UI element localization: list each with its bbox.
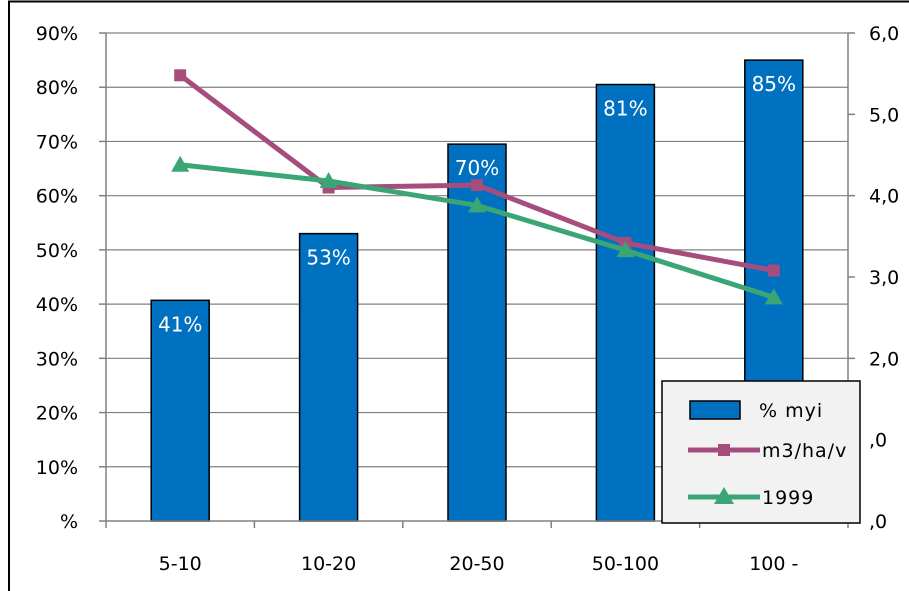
series-point-1999 (468, 196, 486, 213)
series-point-1999 (616, 241, 635, 258)
left-tick-label: 80% (36, 77, 78, 99)
series-point-m3/ha/v (174, 69, 187, 82)
bar-50-100 (595, 83, 656, 522)
legend[interactable]: % myi m3/ha/v 1999 (661, 380, 861, 524)
legend-label: % myi (759, 400, 823, 422)
legend-label: m3/ha/v (762, 440, 847, 462)
x-tick-label: 20-50 (449, 553, 504, 575)
legend-label: 1999 (762, 487, 814, 509)
bar-data-label: 81% (603, 97, 647, 121)
series-point-1999 (764, 288, 783, 305)
right-tick-label: 5,0 (869, 104, 899, 126)
axes: % 10% 20% 30% 40% 50% 60% 70% 80% 90% ,0 ,0 2,0 3,0 4,… (36, 23, 899, 575)
legend-marker (714, 487, 734, 504)
right-tick-label: 6,0 (869, 23, 899, 45)
right-tick-label: 4,0 (869, 186, 899, 208)
bar-data-label: 70% (455, 156, 499, 180)
right-tick-label: 2,0 (869, 348, 899, 370)
right-tick-label: 3,0 (869, 267, 899, 289)
bar-data-label: 53% (306, 246, 350, 270)
left-tick-label: 40% (36, 294, 78, 316)
bar-data-label: 41% (158, 312, 202, 336)
right-tick-label: ,0 (869, 511, 887, 533)
bar-data-label: 85% (752, 72, 796, 96)
left-tick-label: 20% (36, 403, 78, 425)
left-tick-label: 50% (36, 240, 78, 262)
legend-swatch-bars (689, 400, 741, 420)
x-tick-label: 5-10 (159, 553, 202, 575)
bar-5-10 (150, 299, 210, 522)
series-point-m3/ha/v (767, 264, 780, 277)
lines (171, 69, 783, 305)
x-tick-label: 10-20 (301, 553, 356, 575)
x-tick-label: 50-100 (592, 553, 659, 575)
left-tick-label: 90% (36, 23, 78, 45)
legend-marker (718, 444, 730, 456)
series-point-1999 (171, 155, 190, 172)
left-tick-label: 60% (36, 186, 78, 208)
left-tick-label: 30% (36, 348, 78, 370)
series-point-1999 (319, 172, 338, 189)
right-tick-label: ,0 (869, 430, 887, 452)
x-tick-label: 100 - (749, 553, 798, 575)
left-tick-label: 10% (36, 457, 78, 479)
bar-10-20 (298, 232, 359, 522)
series-point-m3/ha/v (471, 179, 483, 192)
left-tick-label: 70% (36, 131, 78, 153)
left-tick-label: % (60, 511, 78, 533)
